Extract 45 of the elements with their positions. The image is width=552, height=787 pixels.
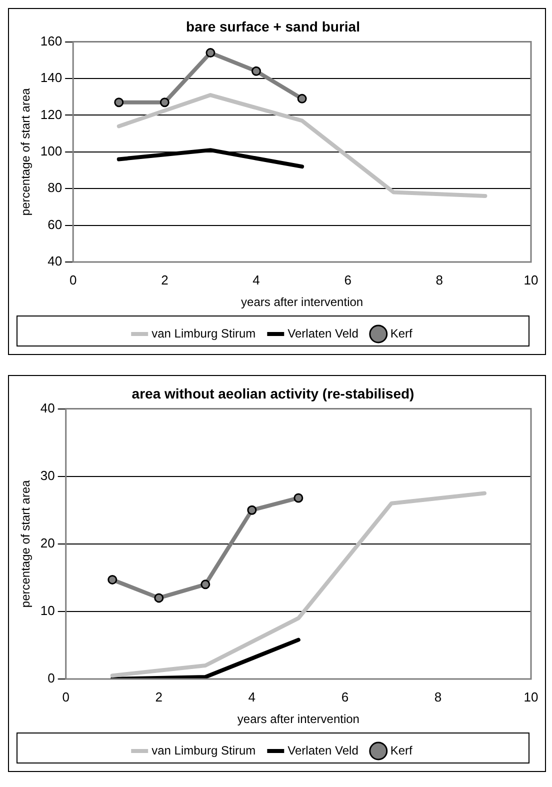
point [154,593,164,603]
x-tick-label: 4 [252,272,260,288]
point [114,98,124,108]
point [297,94,307,104]
y-axis-title: percentage of start area [18,88,33,216]
y-axis-title: percentage of start area [18,480,33,608]
point [160,98,170,108]
x-tick-label: 4 [248,689,256,704]
y-tick-label: 20 [40,535,55,550]
x-tick-label: 6 [341,689,349,704]
x-axis-title: years after intervention [241,295,364,310]
legend-label: Verlaten Veld [288,743,358,758]
y-tick-label: 60 [48,216,62,232]
point [252,66,262,76]
y-tick-label: 40 [48,254,62,269]
y-tick-label: 160 [40,33,62,48]
legend-label: Kerf [390,326,414,340]
y-tick-label: 30 [40,468,55,483]
point [206,48,216,58]
y-tick-label: 40 [40,400,55,416]
legend-label: van Limburg Stirum [152,743,256,758]
legend-label: van Limburg Stirum [152,326,256,340]
x-tick-label: 2 [155,689,163,704]
x-tick-label: 0 [69,272,77,288]
y-tick-label: 0 [48,670,55,686]
point [247,505,257,515]
x-axis-title: years after intervention [237,712,360,726]
legend-label: Kerf [390,743,414,758]
chart-title: bare surface + sand burial [186,18,360,34]
x-tick-label: 8 [436,272,444,288]
x-tick-label: 6 [344,272,352,288]
x-tick-label: 10 [524,272,538,288]
x-tick-label: 2 [161,272,168,288]
point [200,580,210,590]
y-tick-label: 100 [40,143,62,158]
x-tick-label: 10 [524,689,538,704]
y-tick-label: 140 [40,70,62,86]
point [108,574,118,584]
y-tick-label: 10 [40,603,55,618]
point [294,493,304,503]
legend-label: Verlaten Veld [288,326,358,340]
y-tick-label: 80 [48,180,62,196]
y-tick-label: 120 [40,106,62,122]
x-tick-label: 8 [434,689,442,704]
chart-title: area without aeolian activity (re-stabilised) [132,385,414,402]
